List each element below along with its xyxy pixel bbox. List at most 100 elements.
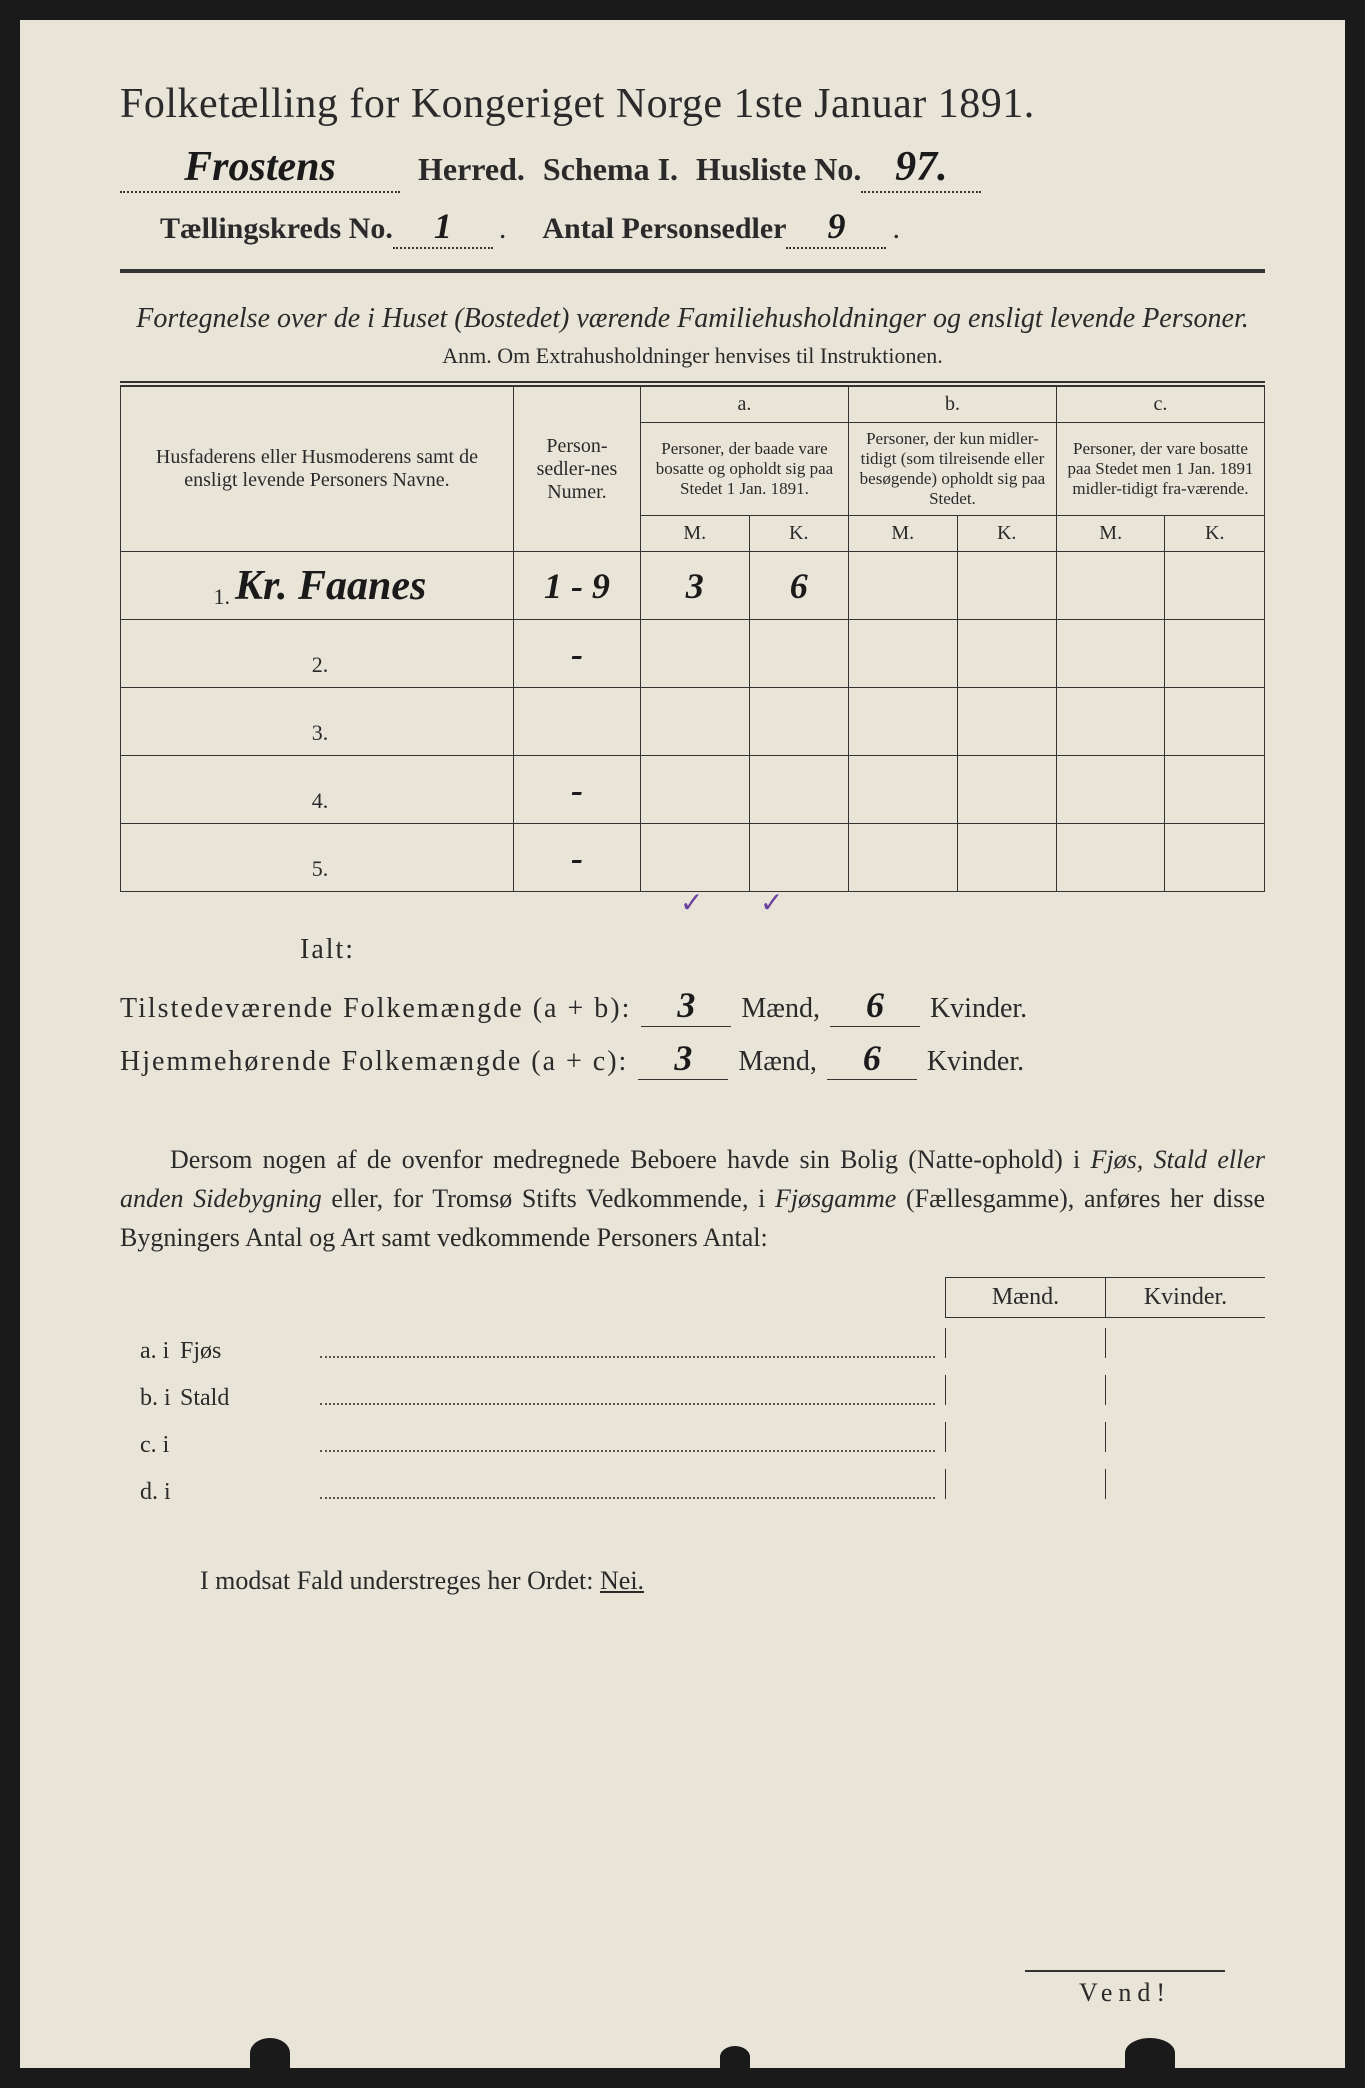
cK [1165,756,1265,824]
bK [957,824,1056,892]
nums-cell: - [513,756,640,824]
main-title: Folketælling for Kongeriget Norge 1ste J… [120,80,1265,128]
row-word: Fjøs [180,1338,320,1365]
kreds-value: 1 [434,206,452,246]
cell-k [1105,1469,1265,1499]
nums-cell: 1 - 9 [513,552,640,620]
aK: 6 [749,552,848,620]
cell-m [945,1469,1105,1499]
vend-label: Vend! [1025,1970,1225,2008]
table-row: 5. - [121,824,1265,892]
kvinder-1: Kvinder. [930,993,1027,1025]
check-marks-area: ✓ ✓ [120,892,1265,904]
cell-m [945,1328,1105,1358]
cell-m [945,1422,1105,1452]
nei-word: Nei. [600,1566,644,1595]
bK [957,688,1056,756]
aM [640,824,749,892]
outbuilding-table: Mænd. Kvinder. a. iFjøsb. iStaldc. i d. i [120,1277,1265,1506]
cM [1056,620,1165,688]
col-b-desc: Personer, der kun midler-tidigt (som til… [848,423,1056,516]
bM [848,620,957,688]
bM [848,552,957,620]
tilstede-label: Tilstedeværende Folkemængde (a + b): [120,993,631,1025]
row-word: Stald [180,1385,320,1412]
col-name-header: Husfaderens eller Husmoderens samt de en… [121,387,514,552]
row-letter: a. i [120,1338,180,1365]
table-row: 2. - [121,620,1265,688]
ialt-label: Ialt: [300,934,1265,966]
header-row-2: Tællingskreds No. 1 . Antal Personsedler… [120,205,1265,249]
bM [848,756,957,824]
tear-mark [720,2046,750,2068]
aK [749,688,848,756]
aK [749,756,848,824]
cell-k [1105,1422,1265,1452]
tear-mark [250,2038,290,2068]
antal-value: 9 [827,206,845,246]
dotted-fill [320,1483,935,1499]
c-k: K. [1165,516,1265,552]
bK [957,756,1056,824]
row-letter: b. i [120,1385,180,1412]
name-cell: 5. [121,824,514,892]
row-letter: c. i [120,1432,180,1459]
husliste-value: 97. [895,144,948,190]
hjemme-k: 6 [863,1038,881,1078]
cM [1056,688,1165,756]
outbuilding-row: c. i [120,1422,1265,1459]
bK [957,552,1056,620]
divider [120,269,1265,273]
a-k: K. [749,516,848,552]
a-m: M. [640,516,749,552]
cell-m [945,1375,1105,1405]
kvinder-2: Kvinder. [927,1046,1024,1078]
modsat-line: I modsat Fald understreges her Ordet: Ne… [120,1566,1265,1596]
subtitle: Fortegnelse over de i Huset (Bostedet) v… [120,303,1265,335]
b-m: M. [848,516,957,552]
herred-value: Frostens [184,144,336,190]
cell-k [1105,1375,1265,1405]
hjemme-label: Hjemmehørende Folkemængde (a + c): [120,1046,628,1078]
table-row: 4. - [121,756,1265,824]
checkmark-1: ✓ [680,886,703,920]
main-table: Husfaderens eller Husmoderens samt de en… [120,386,1265,892]
col-c-letter: c. [1056,387,1264,423]
table-row: 1. Kr. Faanes1 - 936 [121,552,1265,620]
outbuilding-row: d. i [120,1469,1265,1506]
maend-1: Mænd, [741,993,820,1025]
name-cell: 1. Kr. Faanes [121,552,514,620]
totals-section: Ialt: Tilstedeværende Folkemængde (a + b… [120,934,1265,1080]
name-cell: 3. [121,688,514,756]
schema-label: Schema I. [543,151,678,188]
anm-note: Anm. Om Extrahusholdninger henvises til … [120,343,1265,369]
aK [749,824,848,892]
dotted-fill [320,1342,935,1358]
maend-2: Mænd, [738,1046,817,1078]
small-kvinder: Kvinder. [1105,1277,1265,1318]
col-b-letter: b. [848,387,1056,423]
husliste-label: Husliste No. [696,151,861,188]
cK [1165,824,1265,892]
c-m: M. [1056,516,1165,552]
col-a-letter: a. [640,387,848,423]
checkmark-2: ✓ [760,886,783,920]
nums-cell: - [513,824,640,892]
aM [640,620,749,688]
small-table-header: Mænd. Kvinder. [120,1277,1265,1318]
antal-label: Antal Personsedler [542,212,786,246]
bK [957,620,1056,688]
hjemme-m: 3 [674,1038,692,1078]
col-nums-header: Person-sedler-nes Numer. [513,387,640,552]
cK [1165,620,1265,688]
dotted-fill [320,1436,935,1452]
cM [1056,552,1165,620]
cK [1165,552,1265,620]
cM [1056,756,1165,824]
tear-mark [1125,2038,1175,2068]
name-cell: 4. [121,756,514,824]
census-form-page: Folketælling for Kongeriget Norge 1ste J… [20,20,1345,2068]
total-row-1: Tilstedeværende Folkemængde (a + b): 3 M… [120,984,1265,1027]
nums-cell [513,688,640,756]
kreds-label: Tællingskreds No. [160,212,393,246]
